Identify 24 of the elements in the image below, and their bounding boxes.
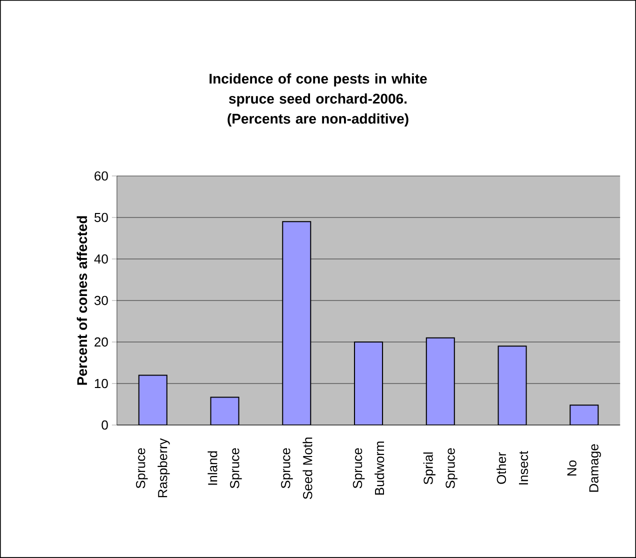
y-tick-label: 0	[102, 420, 108, 430]
x-tick-label: Inland Spruce	[208, 448, 242, 488]
bar	[210, 396, 240, 426]
chart-title: Incidence of cone pests in white spruce seed orchard-2006.	[210, 73, 427, 106]
y-tick-label: 40	[94, 254, 108, 264]
x-tick-label: Other Insect	[496, 451, 528, 484]
bar	[498, 346, 527, 426]
x-tick-label: Spruce Seed Moth	[281, 438, 312, 500]
y-tick-label: 10	[94, 378, 108, 388]
bar	[570, 404, 599, 426]
x-tick-label: Spruce Raspberry	[136, 438, 170, 498]
x-tick-label: Spruce Budworm	[352, 442, 384, 495]
y-tick-label: 50	[94, 212, 108, 222]
bar	[354, 342, 384, 426]
bar	[282, 221, 312, 426]
x-tick-label: Sprial Spruce	[423, 448, 458, 488]
y-tick-label: 30	[94, 296, 108, 306]
y-tick-label: 20	[94, 337, 108, 347]
x-tick-label: No Damage	[567, 444, 601, 492]
chart-subtitle: (Percents are non-additive)	[228, 113, 408, 126]
y-tick-label: 60	[94, 171, 108, 181]
y-axis-title: Percent of cones affected	[76, 216, 88, 385]
bar	[138, 374, 168, 426]
bar	[426, 337, 455, 426]
